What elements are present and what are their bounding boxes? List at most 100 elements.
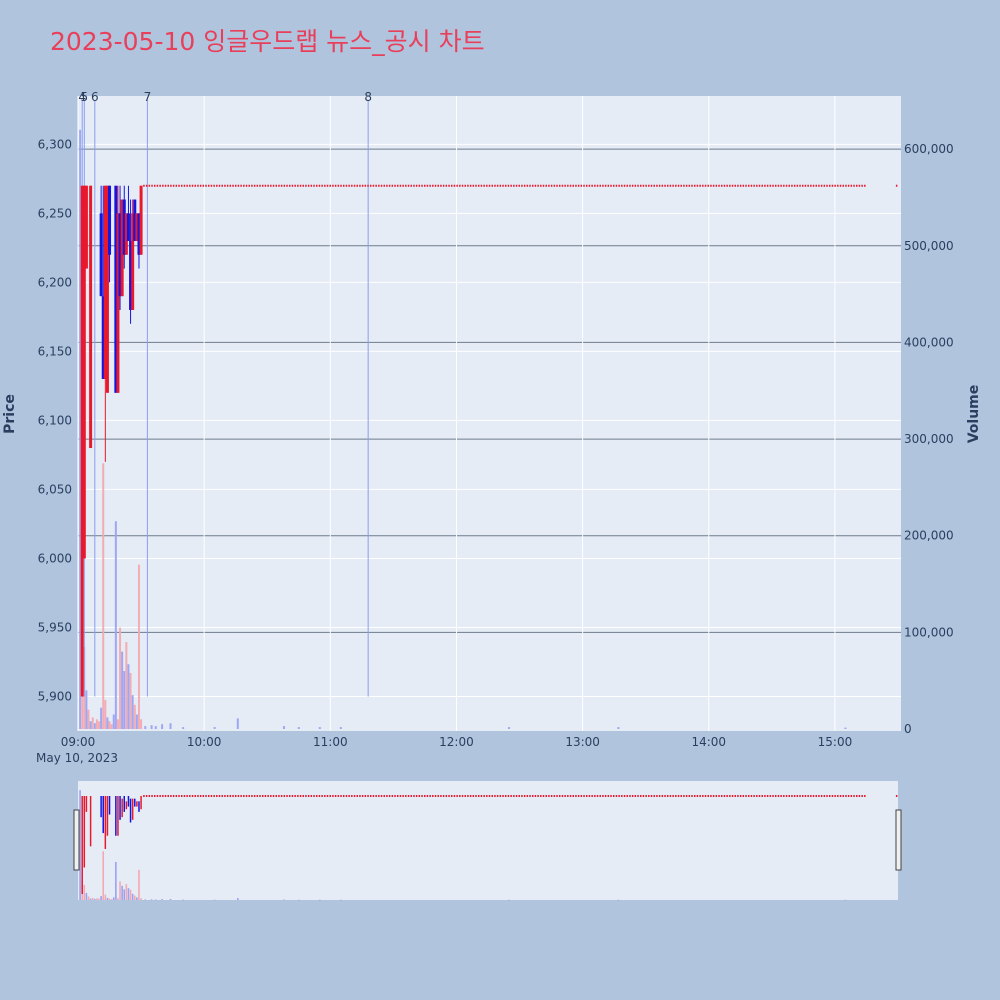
price-tick-label: 6,150 xyxy=(38,344,72,358)
candle-body xyxy=(89,185,93,449)
candle-body xyxy=(122,199,126,255)
slider-volume-bar xyxy=(133,895,136,900)
time-tick-label: 12:00 xyxy=(439,735,474,749)
candle-body xyxy=(126,213,130,241)
volume-bar xyxy=(119,627,122,729)
volume-bar xyxy=(112,714,115,729)
slider-volume-bar xyxy=(117,898,119,900)
volume-bar xyxy=(123,671,126,729)
slider-volume-bar xyxy=(94,898,96,900)
candle-body xyxy=(114,185,118,393)
volume-bar xyxy=(297,727,300,729)
slider-volume-bar xyxy=(115,861,117,900)
slider-volume-bar xyxy=(125,884,128,900)
range-slider[interactable] xyxy=(78,781,898,900)
volume-bar xyxy=(116,719,119,729)
volume-bar xyxy=(318,727,321,729)
volume-bar xyxy=(100,707,103,729)
volume-bar xyxy=(98,721,101,729)
slider-volume-bar xyxy=(129,889,132,900)
slider-volume-bar xyxy=(110,899,113,900)
volume-bar xyxy=(144,726,147,729)
candle-body xyxy=(135,213,139,241)
time-tick-label: 11:00 xyxy=(313,735,348,749)
volume-bar xyxy=(87,709,90,729)
volume-bar xyxy=(114,521,117,729)
candle-body xyxy=(137,213,141,255)
y-axis-left-title: Price xyxy=(2,394,18,434)
slider-volume-bar xyxy=(112,897,115,900)
range-slider-preview xyxy=(79,790,898,901)
volume-tick-label: 300,000 xyxy=(904,432,954,446)
volume-bar xyxy=(169,723,172,729)
volume-tick-label: 100,000 xyxy=(904,625,954,639)
candle-body xyxy=(118,213,122,297)
volume-bar xyxy=(106,717,109,729)
candle-body xyxy=(80,185,84,697)
grid-layer xyxy=(77,96,901,731)
volume-bar xyxy=(283,726,286,729)
slider-volume-bar xyxy=(89,898,92,900)
slider-volume-bar xyxy=(154,899,157,901)
news-marker-label: 5 xyxy=(80,90,88,104)
volume-bar xyxy=(129,672,132,729)
slider-volume-bar xyxy=(87,896,90,900)
candle-body xyxy=(108,185,112,255)
candle-body xyxy=(82,185,86,559)
volume-bar xyxy=(95,719,98,729)
slider-volume-bar xyxy=(85,892,88,900)
volume-bar xyxy=(844,727,847,729)
slider-volume-bar xyxy=(96,898,98,900)
slider-volume-bar xyxy=(236,898,239,900)
volume-bar xyxy=(127,664,130,729)
plot-area[interactable] xyxy=(78,96,901,731)
chart-title: 2023-05-10 잉글우드랩 뉴스_공시 차트 xyxy=(50,27,485,56)
range-slider-left-handle[interactable] xyxy=(73,809,80,871)
volume-bar xyxy=(133,704,136,729)
news-marker-label: 7 xyxy=(144,90,152,104)
price-candles xyxy=(80,184,898,697)
slider-volume-bar xyxy=(138,869,140,900)
candle-body xyxy=(139,185,143,255)
slider-volume-bar xyxy=(102,851,105,900)
candle-body xyxy=(101,296,105,379)
candle-body xyxy=(120,199,124,297)
slider-volume-bar xyxy=(617,899,620,901)
price-tick-label: 6,300 xyxy=(38,137,72,151)
range-slider-right-handle[interactable] xyxy=(895,809,902,871)
slider-volume-bar xyxy=(121,885,123,900)
volume-bar xyxy=(236,718,239,729)
volume-bar xyxy=(85,690,88,729)
volume-tick-label: 500,000 xyxy=(904,239,954,253)
slider-volume-bar xyxy=(161,899,163,900)
volume-bar xyxy=(617,727,620,729)
slider-volume-bar xyxy=(340,899,342,901)
volume-tick-label: 400,000 xyxy=(904,335,954,349)
slider-volume-bar xyxy=(508,899,510,901)
candle-body xyxy=(116,213,120,393)
slider-volume-bar xyxy=(106,897,109,900)
volume-bar xyxy=(182,727,185,729)
slider-volume-bar xyxy=(318,899,321,901)
slider-volume-bar xyxy=(150,899,153,900)
volume-bar xyxy=(125,642,128,729)
slider-volume-bar xyxy=(83,884,86,900)
slider-volume-bar xyxy=(98,898,100,900)
candle-body xyxy=(103,185,107,379)
news-marker-label: 6 xyxy=(91,90,99,104)
price-tick-label: 6,200 xyxy=(38,275,72,289)
volume-bar xyxy=(137,564,140,729)
candle-body xyxy=(129,240,133,310)
volume-bar xyxy=(150,725,153,729)
time-tick-label: 15:00 xyxy=(818,735,853,749)
candle-body xyxy=(131,213,135,310)
slider-volume-bar xyxy=(108,898,111,900)
price-tick-label: 6,100 xyxy=(38,413,72,427)
y-axis-right-title: Volume xyxy=(966,385,982,444)
time-tick-label: 09:00 xyxy=(61,735,96,749)
volume-bar xyxy=(508,727,511,729)
volume-bar xyxy=(110,724,113,729)
price-tick-label: 5,950 xyxy=(38,620,72,634)
volume-tick-label: 200,000 xyxy=(904,529,954,543)
price-tick-label: 6,250 xyxy=(38,206,72,220)
